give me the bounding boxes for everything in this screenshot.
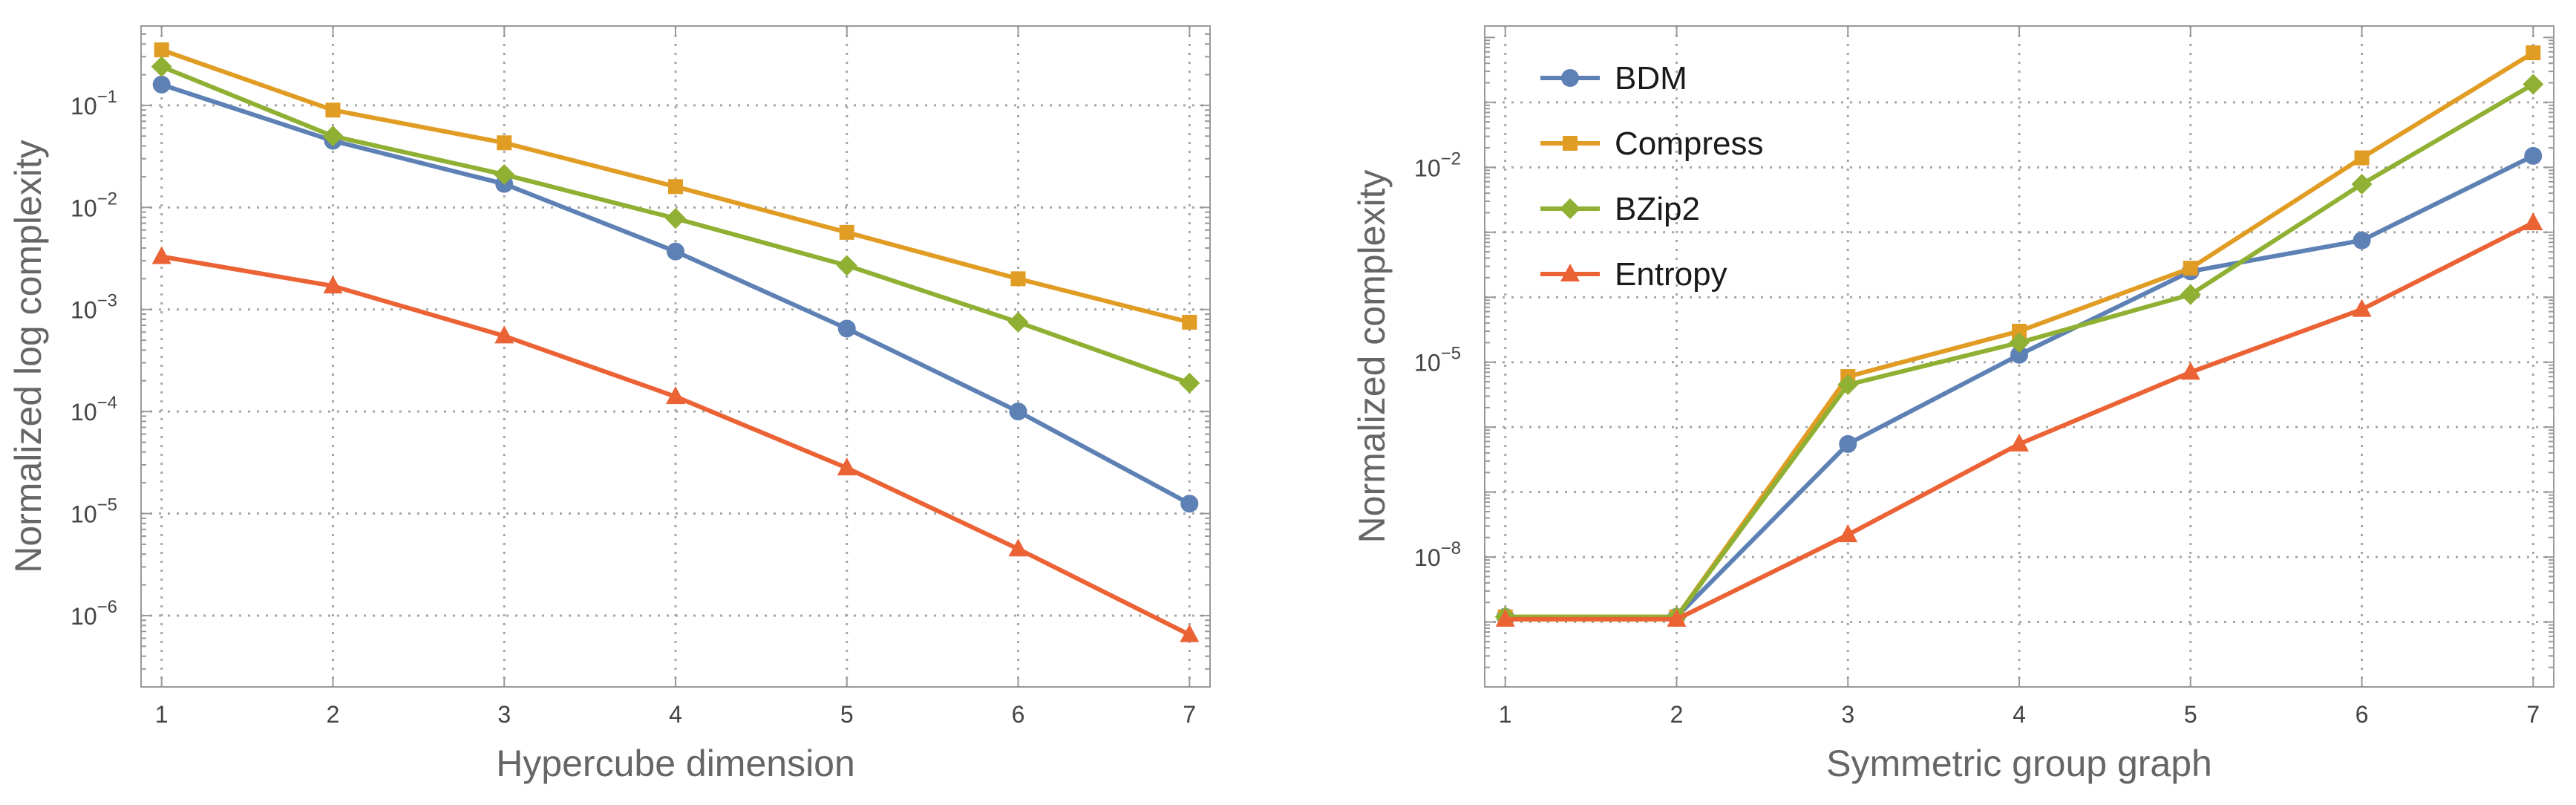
data-point-entropy (2010, 433, 2029, 452)
data-point-entropy (1495, 608, 1515, 627)
y-axis-title: Normalized complexity (1351, 170, 1393, 544)
x-tick-label: 6 (2356, 701, 2369, 728)
x-tick-label: 1 (1499, 701, 1512, 728)
x-tick-label: 2 (1670, 701, 1684, 728)
y-tick-label: 10−5 (71, 495, 117, 528)
data-point-bzip2 (1837, 374, 1859, 396)
data-point-bzip2 (151, 56, 172, 77)
legend-marker (1560, 264, 1580, 281)
data-point-entropy (1838, 524, 1858, 543)
data-point-bdm (2010, 345, 2028, 364)
data-point-compress (325, 102, 341, 118)
x-axis-title: Symmetric group graph (1826, 743, 2212, 784)
y-tick-label: 10−2 (1414, 149, 1461, 181)
legend-label: Compress (1615, 126, 1764, 162)
data-point-compress (1010, 271, 1026, 287)
x-tick-label: 4 (669, 701, 682, 728)
data-point-entropy (2352, 299, 2372, 317)
data-point-entropy (2523, 212, 2543, 231)
y-tick-label: 10−8 (1414, 538, 1461, 571)
data-point-bzip2 (2351, 174, 2373, 195)
data-point-entropy (494, 325, 514, 344)
data-point-bzip2 (322, 126, 344, 147)
data-point-bzip2 (665, 208, 686, 229)
data-point-bzip2 (2180, 284, 2201, 305)
data-point-entropy (837, 457, 857, 476)
data-point-bdm (667, 242, 684, 261)
data-point-entropy (1667, 608, 1687, 627)
legend-label: Entropy (1615, 256, 1727, 293)
data-point-bzip2 (494, 164, 515, 186)
x-axis-title: Hypercube dimension (496, 743, 855, 784)
data-point-entropy (323, 276, 343, 294)
data-point-bzip2 (2009, 332, 2030, 353)
x-tick-label: 5 (2184, 701, 2197, 728)
data-point-bzip2 (1007, 311, 1029, 333)
data-point-entropy (1180, 624, 1200, 642)
legend-label: BDM (1615, 60, 1687, 97)
data-point-compress (2183, 261, 2198, 276)
data-point-compress (2526, 45, 2541, 61)
data-point-compress (668, 179, 683, 195)
data-point-bdm (2353, 231, 2371, 250)
data-point-bzip2 (836, 255, 857, 276)
legend-marker (1561, 69, 1579, 87)
x-tick-label: 3 (1841, 701, 1854, 728)
data-point-bdm (2524, 146, 2543, 165)
data-point-bzip2 (1179, 372, 1200, 394)
data-point-entropy (151, 246, 171, 264)
x-tick-label: 6 (1012, 701, 1025, 728)
y-tick-label: 10−6 (71, 597, 117, 630)
data-point-bzip2 (2523, 74, 2544, 95)
x-tick-label: 5 (840, 701, 854, 728)
data-point-entropy (1008, 538, 1028, 557)
x-tick-label: 7 (1183, 701, 1196, 728)
y-tick-label: 10−1 (71, 87, 117, 120)
data-point-compress (2012, 323, 2027, 339)
legend-marker (1560, 198, 1580, 219)
symmetric-group-chart: 1 2 3 4 5 6 7 10−8 10−5 10−2 Symmetric group graph… (1351, 25, 2554, 784)
y-tick-label: 10−5 (1414, 344, 1461, 377)
y-tick-label: 10−3 (71, 291, 117, 324)
data-point-compress (839, 224, 854, 240)
hypercube-chart: 1 2 3 4 5 6 7 10−6 10−5 10−4 10−3 10−2 10−1 Hypercube… (7, 25, 1211, 784)
x-tick-label: 1 (155, 701, 169, 728)
data-point-compress (154, 42, 169, 58)
y-tick-label: 10−4 (71, 393, 117, 426)
x-tick-label: 3 (497, 701, 511, 728)
y-tick-label: 10−2 (71, 189, 117, 221)
data-point-bdm (1180, 495, 1199, 513)
data-point-compress (497, 135, 512, 151)
data-point-compress (2354, 150, 2370, 166)
legend-label: BZip2 (1615, 191, 1700, 227)
data-point-entropy (2180, 362, 2200, 380)
x-tick-label: 7 (2526, 701, 2540, 728)
x-tick-label: 4 (2013, 701, 2026, 728)
data-point-bdm (1839, 434, 1857, 453)
data-point-bdm (152, 75, 171, 94)
data-point-bdm (837, 319, 856, 338)
y-axis-title: Normalized log complexity (7, 140, 49, 573)
data-point-compress (1182, 314, 1197, 330)
legend-marker (1563, 136, 1578, 151)
data-point-entropy (666, 386, 685, 405)
data-point-bdm (1009, 402, 1027, 421)
x-tick-label: 2 (327, 701, 340, 728)
